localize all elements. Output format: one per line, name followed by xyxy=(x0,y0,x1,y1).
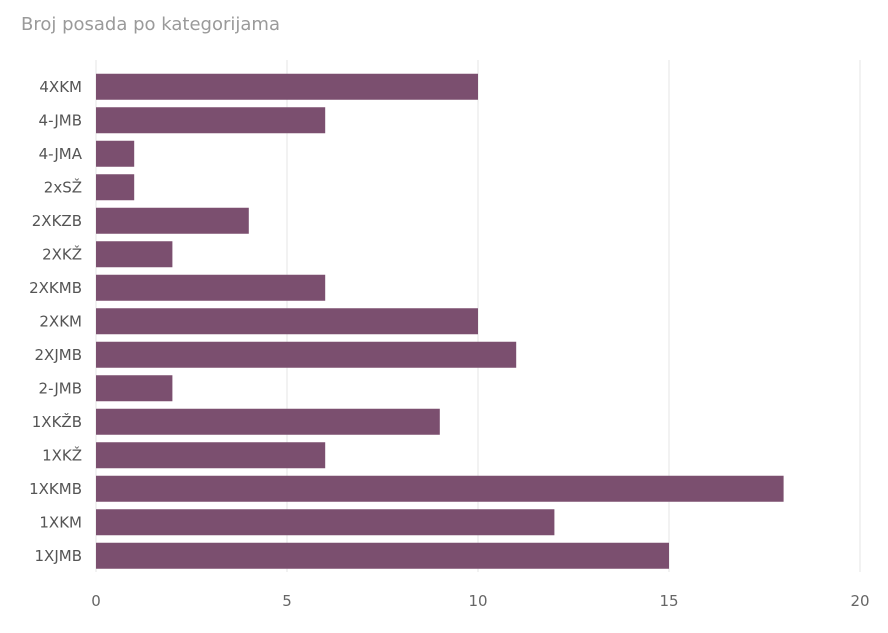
category-label: 2XKMB xyxy=(29,279,82,297)
category-label: 2XJMB xyxy=(35,346,82,364)
x-tick-label: 15 xyxy=(659,592,678,610)
bar-1XKMB[interactable] xyxy=(96,475,784,502)
bar-4-JMA[interactable] xyxy=(96,140,135,167)
bars xyxy=(96,73,784,569)
x-tick-label: 10 xyxy=(468,592,487,610)
category-label: 1XKM xyxy=(39,513,82,531)
bar-2XKM[interactable] xyxy=(96,308,478,335)
bar-2-JMB[interactable] xyxy=(96,375,173,402)
bar-1XKM[interactable] xyxy=(96,509,555,536)
bar-1XJMB[interactable] xyxy=(96,542,669,569)
bar-2XKŽ[interactable] xyxy=(96,241,173,268)
x-tick-label: 0 xyxy=(91,592,101,610)
category-label: 2XKZB xyxy=(32,212,82,230)
category-label: 2XKM xyxy=(39,312,82,330)
bar-1XKŽ[interactable] xyxy=(96,442,326,469)
bar-2XKMB[interactable] xyxy=(96,274,326,301)
bar-1XKŽB[interactable] xyxy=(96,408,440,435)
category-label: 1XKŽB xyxy=(32,412,82,431)
bar-2XKZB[interactable] xyxy=(96,207,249,234)
x-tick-label: 20 xyxy=(850,592,869,610)
category-label: 1XKŽ xyxy=(42,445,82,464)
category-label: 4-JMA xyxy=(39,145,83,163)
category-label: 4-JMB xyxy=(39,111,82,129)
category-label: 4XKM xyxy=(39,78,82,96)
category-label: 2XKŽ xyxy=(42,244,82,263)
category-label: 1XKMB xyxy=(29,480,82,498)
chart-title: Broj posada po kategorijama xyxy=(21,14,280,35)
bar-4-JMB[interactable] xyxy=(96,107,326,134)
x-tick-label: 5 xyxy=(282,592,292,610)
bar-2XJMB[interactable] xyxy=(96,341,517,368)
bar-2xSŽ[interactable] xyxy=(96,174,135,201)
category-label: 1XJMB xyxy=(35,547,82,565)
x-tick-labels: 0 5 10 15 20 xyxy=(91,592,869,610)
bar-4XKM[interactable] xyxy=(96,73,478,100)
category-label: 2-JMB xyxy=(39,379,82,397)
category-labels: 4XKM 4-JMB 4-JMA 2xSŽ 2XKZB 2XKŽ 2XKMB 2XKM 2XJM… xyxy=(29,78,83,565)
category-label: 2xSŽ xyxy=(44,177,82,196)
